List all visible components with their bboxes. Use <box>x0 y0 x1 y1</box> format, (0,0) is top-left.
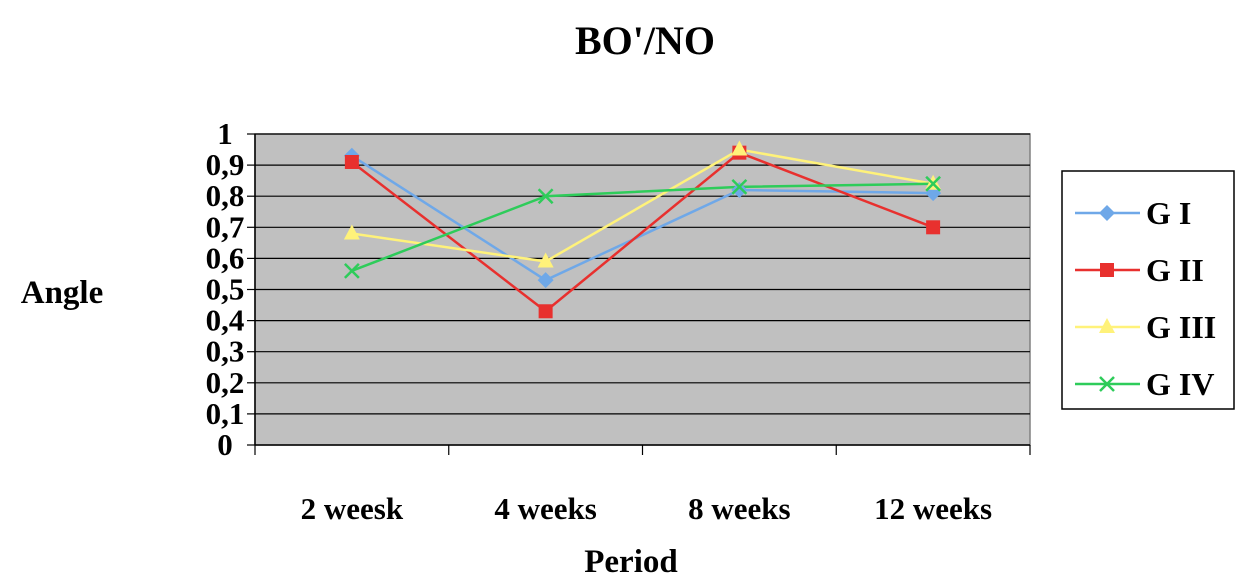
data-point <box>731 178 748 195</box>
y-tick-label: 0,7 <box>206 209 245 244</box>
data-point <box>925 175 942 192</box>
legend-marker <box>1099 376 1115 392</box>
data-point <box>926 220 941 235</box>
data-point <box>537 272 554 289</box>
data-point <box>343 262 360 279</box>
series-line <box>351 182 934 273</box>
gridlines <box>255 133 1030 415</box>
legend-box <box>1061 170 1235 410</box>
data-point <box>537 188 554 205</box>
legend-label: G II <box>1146 252 1204 288</box>
y-tick-labels: 00,10,20,30,40,50,60,70,80,91 <box>206 116 245 462</box>
y-tick-label: 0,3 <box>206 334 245 369</box>
legend-label: G I <box>1146 195 1191 231</box>
y-tick-label: 0,9 <box>206 147 245 182</box>
data-point <box>731 181 748 198</box>
chart-title: BO'/NO <box>575 18 715 63</box>
legend-marker <box>1099 318 1115 333</box>
y-tick-label: 0,4 <box>206 303 245 338</box>
x-category-label: 12 weeks <box>874 491 992 526</box>
legend-label: G IV <box>1146 366 1214 402</box>
x-category-label: 4 weeks <box>494 491 596 526</box>
axes <box>247 133 1031 455</box>
y-axis-title: Angle <box>21 275 104 311</box>
data-point <box>344 154 359 169</box>
legend-label: G III <box>1146 309 1216 345</box>
x-category-label: 8 weeks <box>688 491 790 526</box>
series-lines <box>351 148 934 313</box>
y-tick-label: 0,6 <box>206 240 245 275</box>
legend: G I G II G III G IV <box>1061 170 1235 410</box>
y-tick-label: 1 <box>217 116 233 151</box>
x-axis-title: Period <box>584 544 677 578</box>
data-point <box>731 140 748 156</box>
series-line <box>351 151 934 313</box>
data-point <box>343 224 360 240</box>
y-tick-label: 0 <box>217 427 233 462</box>
legend-marker <box>1099 205 1115 221</box>
series-line <box>351 154 934 282</box>
series-line <box>351 148 934 263</box>
y-tick-label: 0,8 <box>206 178 245 213</box>
x-category-label: 2 weesk <box>301 491 404 526</box>
series-markers <box>343 140 942 319</box>
data-point <box>538 304 553 319</box>
y-tick-label: 0,2 <box>206 365 245 400</box>
y-tick-label: 0,5 <box>206 272 245 307</box>
legend-marker <box>1100 263 1114 277</box>
data-point <box>537 252 554 268</box>
x-category-labels: 2 weesk 4 weeks 8 weeks 12 weeks <box>301 491 992 526</box>
y-tick-label: 0,1 <box>206 396 245 431</box>
